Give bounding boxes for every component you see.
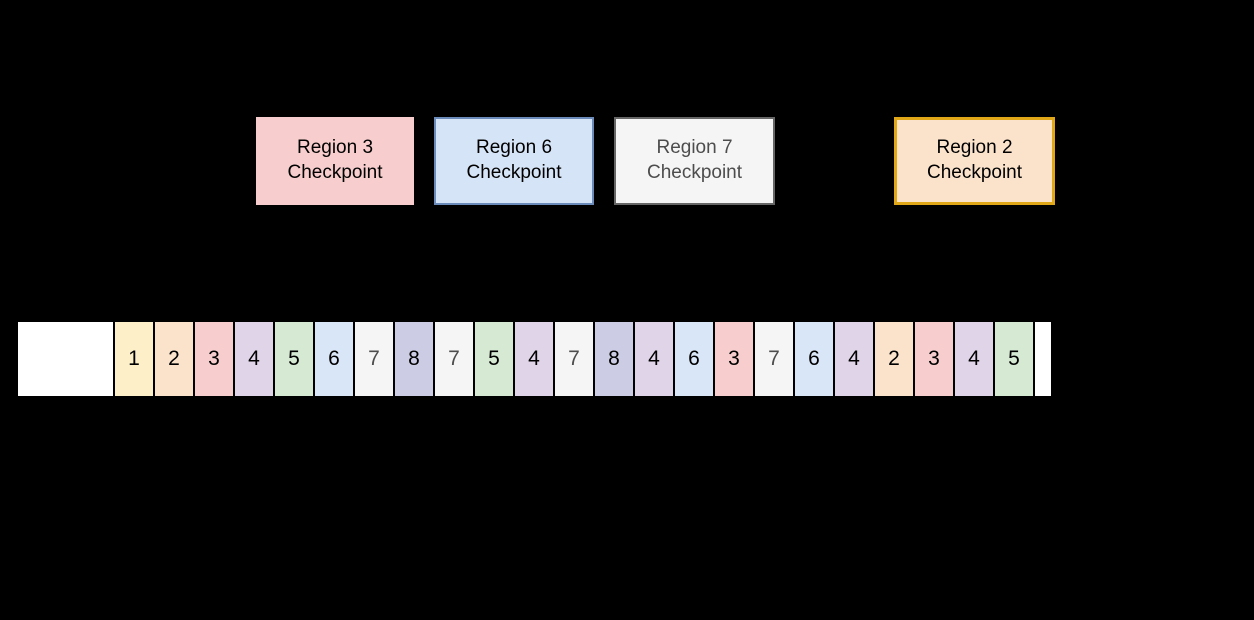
checkpoint-subtitle: Checkpoint (926, 162, 1023, 183)
sequence-cell-empty[interactable] (18, 322, 115, 396)
sequence-cell-region-6[interactable]: 6 (675, 322, 715, 396)
sequence-cell-region-5[interactable]: 5 (995, 322, 1035, 396)
sequence-cell-region-4[interactable]: 4 (515, 322, 555, 396)
sequence-cell-region-3[interactable]: 3 (915, 322, 955, 396)
checkpoint-title: Region 7 (656, 137, 733, 159)
sequence-cell-region-3[interactable]: 3 (715, 322, 755, 396)
checkpoint-subtitle: Checkpoint (646, 162, 743, 183)
sequence-cell-region-5[interactable]: 5 (275, 322, 315, 396)
sequence-cell-region-7[interactable]: 7 (755, 322, 795, 396)
checkpoint-row: Region 3 Checkpoint Region 6 Checkpoint Regi… (0, 117, 1254, 205)
checkpoint-box-region-2[interactable]: Region 2 Checkpoint (894, 117, 1055, 205)
sequence-cell-region-6[interactable]: 6 (795, 322, 835, 396)
sequence-cell-region-7[interactable]: 7 (555, 322, 595, 396)
checkpoint-subtitle: Checkpoint (287, 162, 383, 183)
sequence-cell-region-4[interactable]: 4 (235, 322, 275, 396)
checkpoint-title: Region 3 (296, 137, 374, 159)
sequence-cell-region-6[interactable]: 6 (315, 322, 355, 396)
sequence-cell-region-7[interactable]: 7 (355, 322, 395, 396)
checkpoint-box-region-7[interactable]: Region 7 Checkpoint (614, 117, 775, 205)
sequence-cell-region-2[interactable]: 2 (155, 322, 195, 396)
sequence-cell-empty[interactable] (1035, 322, 1051, 396)
sequence-cell-region-4[interactable]: 4 (955, 322, 995, 396)
checkpoint-box-region-6[interactable]: Region 6 Checkpoint (434, 117, 594, 205)
sequence-cell-region-1[interactable]: 1 (115, 322, 155, 396)
sequence-cell-region-4[interactable]: 4 (635, 322, 675, 396)
sequence-cell-region-7[interactable]: 7 (435, 322, 475, 396)
sequence-cell-region-5[interactable]: 5 (475, 322, 515, 396)
checkpoint-title: Region 6 (475, 137, 553, 159)
sequence-cell-region-2[interactable]: 2 (875, 322, 915, 396)
checkpoint-box-region-3[interactable]: Region 3 Checkpoint (256, 117, 414, 205)
sequence-cell-region-4[interactable]: 4 (835, 322, 875, 396)
checkpoint-title: Region 2 (936, 137, 1013, 159)
sequence-cell-region-8[interactable]: 8 (595, 322, 635, 396)
sequence-cell-region-3[interactable]: 3 (195, 322, 235, 396)
checkpoint-subtitle: Checkpoint (466, 162, 562, 183)
sequence-cell-region-8[interactable]: 8 (395, 322, 435, 396)
